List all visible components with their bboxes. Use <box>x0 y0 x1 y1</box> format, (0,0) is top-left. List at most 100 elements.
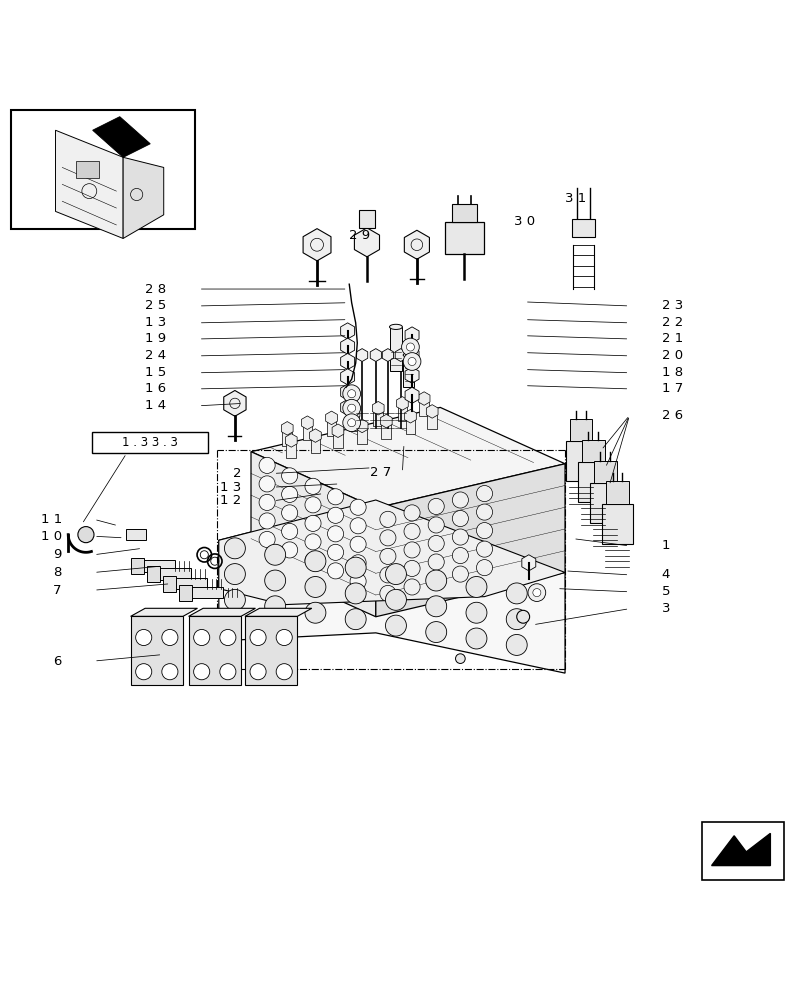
Circle shape <box>327 563 343 579</box>
Circle shape <box>426 570 447 591</box>
Bar <box>359 210 375 228</box>
Bar <box>302 423 312 440</box>
Text: 2: 2 <box>233 467 242 480</box>
Circle shape <box>276 629 292 646</box>
Circle shape <box>259 513 276 529</box>
Polygon shape <box>397 397 408 410</box>
Bar <box>582 440 604 462</box>
Polygon shape <box>341 369 355 385</box>
Circle shape <box>380 530 396 546</box>
Circle shape <box>428 572 444 589</box>
Circle shape <box>327 489 343 505</box>
Polygon shape <box>404 230 429 259</box>
Text: 1 3: 1 3 <box>220 481 242 494</box>
Circle shape <box>282 542 297 558</box>
Text: 1 5: 1 5 <box>145 366 166 379</box>
Polygon shape <box>381 414 392 428</box>
Circle shape <box>456 654 465 663</box>
Circle shape <box>282 523 297 539</box>
Polygon shape <box>188 608 255 616</box>
Circle shape <box>282 468 297 484</box>
Polygon shape <box>245 608 312 616</box>
Text: 1 1: 1 1 <box>40 513 61 526</box>
Circle shape <box>250 664 266 680</box>
Text: 6: 6 <box>53 655 61 668</box>
Circle shape <box>466 602 487 623</box>
Circle shape <box>305 478 321 494</box>
Circle shape <box>265 544 286 565</box>
Polygon shape <box>427 405 438 418</box>
Polygon shape <box>56 130 123 238</box>
Polygon shape <box>405 347 419 363</box>
Circle shape <box>517 610 529 623</box>
Bar <box>91 432 208 453</box>
Bar <box>594 461 617 483</box>
Bar <box>452 204 478 222</box>
Bar <box>398 403 407 421</box>
Polygon shape <box>356 349 368 362</box>
Circle shape <box>327 507 343 523</box>
Bar <box>702 822 784 880</box>
Polygon shape <box>332 424 344 438</box>
Circle shape <box>327 544 343 560</box>
Polygon shape <box>301 416 314 429</box>
Polygon shape <box>419 392 430 405</box>
Circle shape <box>452 529 469 545</box>
Circle shape <box>220 664 236 680</box>
Text: 1: 1 <box>662 539 670 552</box>
Text: 2 3: 2 3 <box>662 299 683 312</box>
Circle shape <box>136 629 152 646</box>
Bar <box>590 483 621 523</box>
Polygon shape <box>281 422 293 435</box>
Circle shape <box>532 589 541 597</box>
Circle shape <box>380 548 396 564</box>
Circle shape <box>350 536 366 552</box>
Circle shape <box>404 579 420 595</box>
Bar <box>287 440 296 458</box>
Text: 1 4: 1 4 <box>145 399 166 412</box>
Circle shape <box>428 535 444 552</box>
Circle shape <box>305 552 321 568</box>
Polygon shape <box>251 452 376 617</box>
Text: 1 . 3 3 . 3: 1 . 3 3 . 3 <box>122 436 178 449</box>
Text: 3 0: 3 0 <box>515 215 536 228</box>
Polygon shape <box>372 401 384 415</box>
Circle shape <box>477 560 493 576</box>
Circle shape <box>194 629 210 646</box>
Polygon shape <box>341 338 355 354</box>
Bar <box>570 419 592 441</box>
Polygon shape <box>219 500 565 673</box>
Bar <box>403 355 415 387</box>
Circle shape <box>385 615 406 636</box>
Circle shape <box>259 476 276 492</box>
Circle shape <box>350 555 366 571</box>
Circle shape <box>385 589 406 610</box>
Bar <box>349 413 359 431</box>
Text: 4: 4 <box>662 568 670 581</box>
Bar <box>131 616 183 685</box>
Bar <box>406 416 415 434</box>
Text: 2 0: 2 0 <box>662 349 683 362</box>
Circle shape <box>343 414 360 432</box>
Polygon shape <box>405 367 419 383</box>
Circle shape <box>428 498 444 514</box>
Text: 2 2: 2 2 <box>662 316 683 329</box>
Circle shape <box>347 404 356 412</box>
Circle shape <box>350 518 366 534</box>
Circle shape <box>225 564 246 585</box>
Text: 2 4: 2 4 <box>145 349 166 362</box>
Text: 1 3: 1 3 <box>145 316 166 329</box>
Circle shape <box>404 542 420 558</box>
Polygon shape <box>395 349 406 362</box>
Circle shape <box>259 457 276 473</box>
Circle shape <box>136 664 152 680</box>
Circle shape <box>507 609 527 630</box>
Circle shape <box>347 390 356 398</box>
Bar <box>163 576 176 592</box>
Circle shape <box>305 551 326 572</box>
Circle shape <box>282 505 297 521</box>
Text: 2 5: 2 5 <box>145 299 166 312</box>
Polygon shape <box>355 228 380 257</box>
Polygon shape <box>522 555 536 571</box>
Polygon shape <box>341 399 355 415</box>
